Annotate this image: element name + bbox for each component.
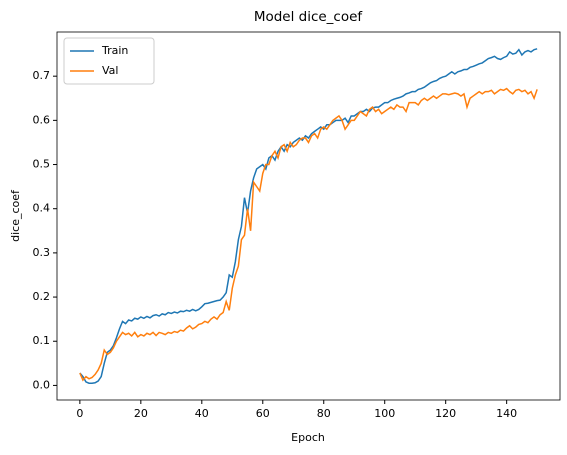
x-tick-label: 80 bbox=[317, 407, 331, 420]
x-tick-label: 40 bbox=[195, 407, 209, 420]
line-series bbox=[79, 48, 538, 384]
y-tick-label: 0.1 bbox=[33, 334, 51, 347]
legend-label: Val bbox=[102, 64, 118, 77]
legend-label: Train bbox=[101, 44, 128, 57]
y-tick-label: 0.4 bbox=[33, 202, 51, 215]
chart-title: Model dice_coef bbox=[254, 9, 364, 25]
y-tick-label: 0.7 bbox=[33, 69, 51, 82]
legend-box bbox=[63, 37, 155, 85]
y-tick-label: 0.6 bbox=[33, 113, 51, 126]
y-tick-label: 0.2 bbox=[33, 290, 51, 303]
y-tick-label: 0.0 bbox=[33, 378, 51, 391]
y-tick-label: 0.5 bbox=[33, 158, 51, 171]
x-tick-label: 140 bbox=[496, 407, 517, 420]
y-axis-label: dice_coef bbox=[9, 189, 22, 242]
x-tick-label: 100 bbox=[374, 407, 395, 420]
x-tick-label: 20 bbox=[134, 407, 148, 420]
axes-frame bbox=[56, 31, 561, 401]
x-tick-label: 0 bbox=[76, 407, 83, 420]
x-tick-label: 60 bbox=[256, 407, 270, 420]
line-series bbox=[79, 87, 538, 382]
y-tick-label: 0.3 bbox=[33, 246, 51, 259]
x-tick-label: 120 bbox=[435, 407, 456, 420]
x-axis-label: Epoch bbox=[291, 431, 325, 444]
